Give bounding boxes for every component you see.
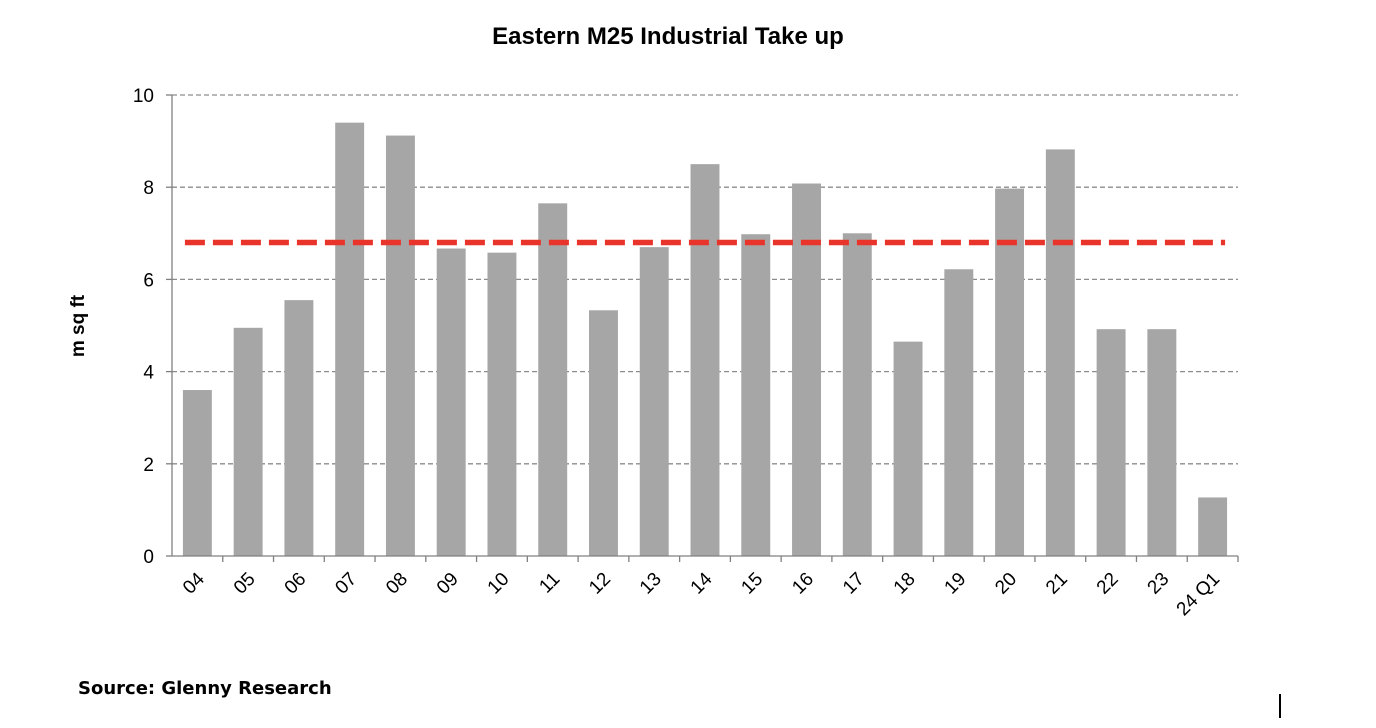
bar-18 — [893, 341, 923, 556]
y-tick-label: 6 — [143, 270, 154, 291]
x-tick-label: 19 — [941, 569, 971, 599]
x-tick-label: 08 — [382, 569, 412, 599]
x-tick-label: 07 — [331, 569, 361, 599]
x-tick-label: 16 — [788, 569, 818, 599]
bar-22 — [1096, 329, 1126, 556]
bar-04 — [182, 390, 212, 556]
x-tick-label: 22 — [1093, 569, 1123, 599]
x-tick-label: 17 — [839, 569, 869, 599]
x-tick-label: 20 — [991, 569, 1021, 599]
bar-16 — [792, 183, 821, 556]
x-tick-label: 14 — [687, 568, 717, 598]
text-cursor — [1279, 694, 1281, 718]
y-tick-label: 4 — [143, 363, 154, 384]
bar-17 — [842, 233, 872, 557]
x-tick-label: 24 Q1 — [1173, 569, 1224, 620]
bar-24-q1 — [1198, 497, 1228, 556]
source-note: Source: Glenny Research — [78, 678, 332, 699]
bar-12 — [589, 310, 618, 556]
y-tick-label: 8 — [143, 178, 154, 199]
y-tick-label: 0 — [143, 547, 154, 568]
bar-05 — [233, 327, 263, 556]
x-tick-label: 21 — [1042, 569, 1072, 599]
bars — [182, 122, 1228, 557]
bar-13 — [639, 247, 669, 556]
x-tick-label: 11 — [535, 569, 564, 598]
x-tick-label: 04 — [179, 568, 209, 598]
x-tick-label: 10 — [484, 569, 514, 599]
bar-07 — [335, 122, 365, 556]
y-tick-label: 2 — [143, 455, 154, 476]
bar-15 — [741, 234, 771, 557]
y-tick-label: 10 — [133, 86, 154, 107]
x-tick-label: 13 — [636, 569, 666, 599]
bar-11 — [538, 203, 568, 556]
bar-10 — [487, 252, 517, 557]
x-tick-label: 09 — [433, 569, 463, 599]
x-tick-label: 18 — [890, 569, 920, 599]
chart-title: Eastern M25 Industrial Take up — [492, 23, 844, 50]
x-tick-label: 15 — [737, 569, 767, 599]
bar-20 — [995, 188, 1025, 556]
x-tick-label: 05 — [230, 569, 260, 599]
bar-23 — [1147, 329, 1177, 556]
bar-08 — [385, 135, 415, 556]
x-tick-labels: 04 05 06 07 08 09 10 11 12 13 14 15 16 17 18 19 20 21 22 23… — [179, 568, 1224, 620]
bar-06 — [284, 300, 314, 556]
y-tick-labels: 0 2 4 6 8 10 — [133, 86, 155, 568]
bar-19 — [944, 269, 974, 556]
bar-09 — [436, 248, 466, 556]
x-tick-label: 12 — [585, 569, 615, 599]
bar-21 — [1045, 149, 1075, 556]
axes — [166, 94, 1239, 562]
bar-14 — [690, 164, 720, 556]
x-tick-label: 23 — [1144, 569, 1174, 599]
x-tick-label: 06 — [281, 569, 311, 599]
y-axis-label: m sq ft — [68, 294, 89, 357]
